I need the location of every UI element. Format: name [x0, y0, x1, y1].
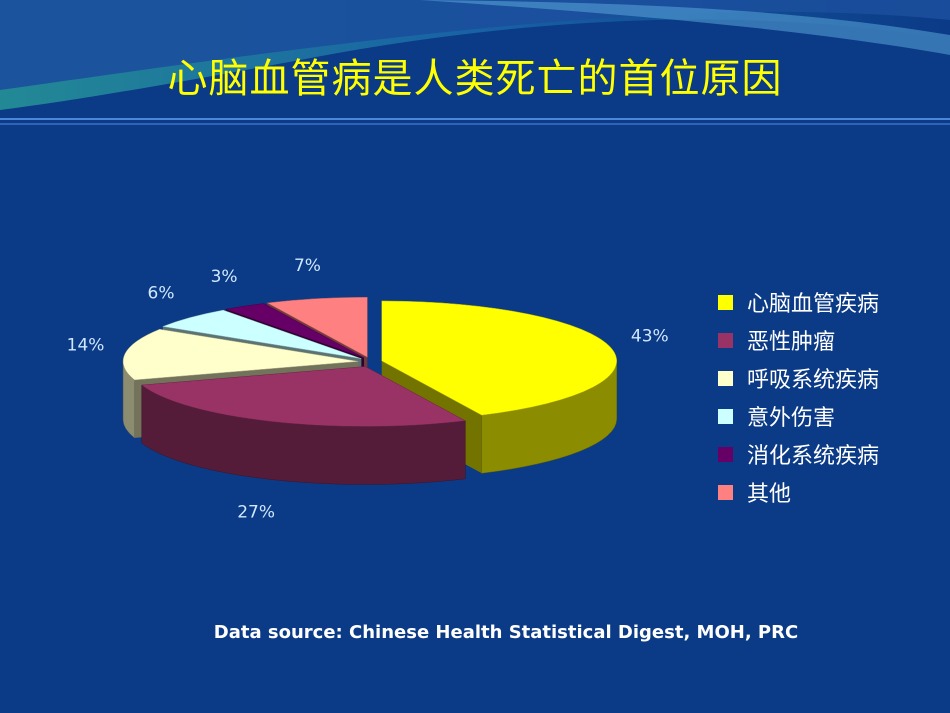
pie-chart: 43% 27% 14% 6% 3% 7% — [67, 256, 669, 522]
data-label: 6% — [148, 283, 175, 303]
legend-label: 呼吸系统疾病 — [747, 368, 880, 393]
data-label: 14% — [67, 335, 105, 355]
legend-label: 其他 — [747, 482, 792, 507]
slice-top — [141, 366, 467, 427]
legend-label: 意外伤害 — [747, 406, 836, 431]
legend-swatch — [718, 484, 733, 500]
legend-label: 恶性肿瘤 — [747, 330, 836, 355]
slice-top — [224, 303, 365, 359]
legend-swatch — [718, 370, 733, 386]
chart-legend: 心脑血管疾病 恶性肿瘤 呼吸系统疾病 意外伤害 消化系统疾病 其他 — [718, 283, 879, 511]
data-label: 43% — [631, 327, 669, 347]
slice-top — [381, 300, 617, 416]
data-label: 3% — [211, 267, 238, 287]
legend-item: 其他 — [718, 473, 879, 511]
legend-swatch — [718, 332, 733, 348]
legend-swatch — [718, 408, 733, 424]
pie-slice — [141, 366, 467, 485]
legend-label: 消化系统疾病 — [747, 444, 880, 469]
slide-title: 心脑血管病是人类死亡的首位原因 — [167, 56, 783, 102]
header-decoration — [0, 0, 950, 110]
legend-swatch — [718, 294, 733, 310]
legend-label: 心脑血管疾病 — [747, 292, 880, 317]
data-label: 7% — [294, 256, 321, 276]
data-source-note: Data source: Chinese Health Statistical … — [213, 622, 799, 643]
slice-top — [266, 296, 368, 358]
legend-item: 呼吸系统疾病 — [718, 359, 879, 397]
data-label: 27% — [237, 502, 275, 522]
legend-item: 消化系统疾病 — [718, 435, 879, 473]
legend-swatch — [718, 446, 733, 462]
slice-top — [161, 309, 362, 359]
legend-item: 意外伤害 — [718, 397, 879, 435]
slice-top — [122, 328, 359, 381]
legend-item: 心脑血管疾病 — [718, 283, 879, 321]
legend-item: 恶性肿瘤 — [718, 321, 879, 359]
